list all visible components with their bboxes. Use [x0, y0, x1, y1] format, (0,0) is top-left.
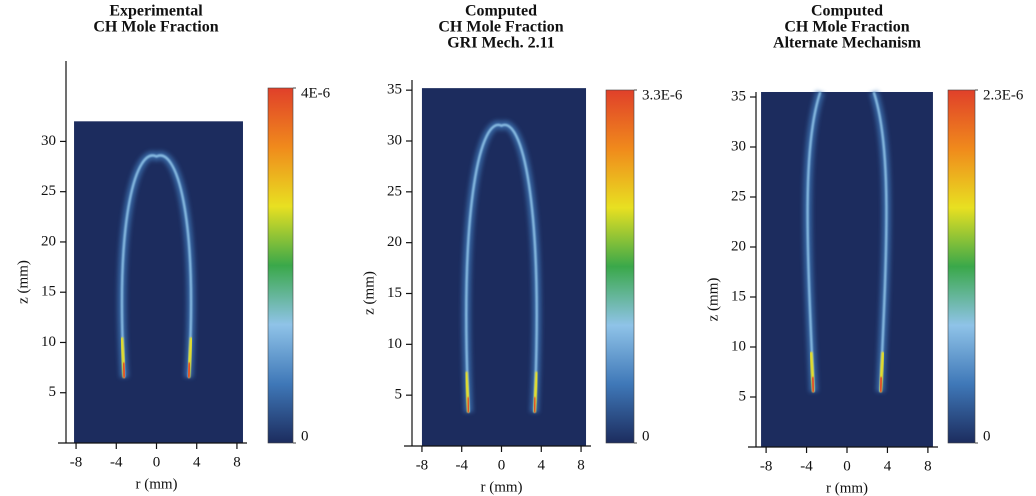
image-background [761, 92, 933, 447]
colorbar-tick-label: 3.3E-6 [642, 87, 683, 103]
panel-title: Computed [465, 3, 537, 20]
y-axis-label: z (mm) [361, 271, 377, 315]
y-tick-label: 25 [731, 188, 746, 204]
y-tick-label: 35 [387, 82, 402, 98]
colorbar [947, 89, 976, 444]
y-tick-label: 10 [387, 336, 402, 352]
colorbar [605, 89, 635, 444]
y-axis-label: z (mm) [15, 260, 31, 304]
x-tick-label: 0 [498, 457, 506, 473]
flame-front [120, 154, 193, 378]
x-tick-label: 0 [843, 458, 851, 474]
flame-base-hot [187, 362, 191, 378]
x-axis-label: r (mm) [135, 476, 177, 492]
x-tick-label: 4 [884, 458, 892, 474]
x-tick-label: 8 [233, 454, 241, 470]
image-background [421, 88, 587, 446]
flame-base-hot [811, 376, 815, 393]
y-tick-label: 25 [41, 183, 56, 199]
colorbar [267, 87, 294, 444]
x-tick-label: 8 [924, 458, 932, 474]
x-tick-label: -8 [760, 458, 773, 474]
y-tick-label: 10 [731, 338, 746, 354]
x-axis-label: r (mm) [826, 480, 868, 496]
y-tick-label: 15 [41, 284, 56, 300]
flame-base-hot [879, 376, 883, 393]
image-background [74, 121, 243, 443]
flame-front [465, 123, 538, 413]
x-tick-label: -4 [455, 457, 468, 473]
y-tick-label: 25 [387, 183, 402, 199]
colorbar-tick-label: 4E-6 [301, 85, 331, 101]
x-tick-label: 0 [153, 454, 161, 470]
flame-base-hot [122, 362, 126, 378]
y-tick-label: 20 [41, 233, 56, 249]
panel-title: Experimental [109, 3, 203, 20]
y-tick-label: 5 [395, 387, 403, 403]
x-tick-label: -4 [110, 454, 123, 470]
y-tick-label: 20 [731, 238, 746, 254]
x-tick-label: 8 [577, 457, 585, 473]
y-tick-label: 20 [387, 234, 402, 250]
y-tick-label: 30 [731, 138, 746, 154]
x-tick-label: -8 [416, 457, 429, 473]
x-tick-label: -8 [70, 454, 83, 470]
x-tick-label: -4 [800, 458, 813, 474]
panel-title: CH Mole Fraction [93, 19, 218, 36]
y-axis-label: z (mm) [705, 278, 721, 322]
x-axis-label: r (mm) [480, 479, 522, 495]
y-tick-label: 30 [387, 132, 402, 148]
y-tick-label: 35 [731, 88, 746, 104]
colorbar-tick-label: 0 [983, 428, 991, 444]
y-tick-label: 5 [49, 384, 57, 400]
colorbar-tick-label: 0 [642, 428, 650, 444]
y-tick-label: 10 [41, 334, 56, 350]
y-tick-label: 15 [731, 288, 746, 304]
x-tick-label: 4 [538, 457, 546, 473]
x-tick-label: 4 [193, 454, 201, 470]
colorbar-tick-label: 0 [301, 428, 309, 444]
panel-title: CH Mole Fraction [438, 19, 563, 36]
y-tick-label: 30 [41, 133, 56, 149]
flame-front [806, 91, 888, 393]
y-tick-label: 5 [739, 388, 747, 404]
panel-title: Alternate Mechanism [773, 35, 922, 52]
flame-base-hot [533, 397, 537, 413]
colorbar-tick-label: 2.3E-6 [983, 87, 1024, 103]
y-tick-label: 15 [387, 285, 402, 301]
panel-title: CH Mole Fraction [784, 19, 909, 36]
flame-base-hot [466, 397, 470, 413]
panel-title: GRI Mech. 2.11 [447, 35, 555, 52]
panel-title: Computed [811, 3, 883, 20]
